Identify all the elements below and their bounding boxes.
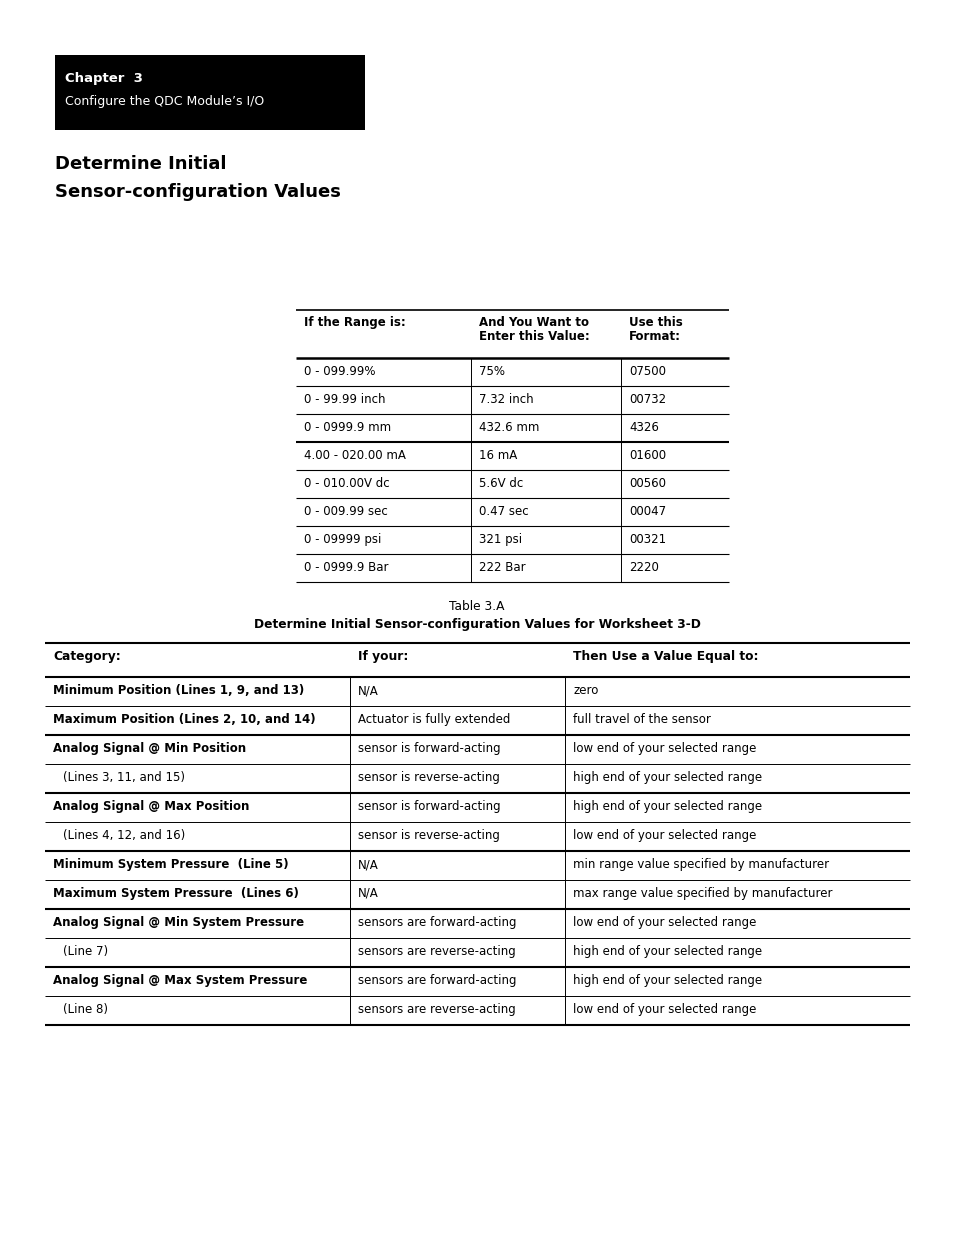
Text: (Lines 4, 12, and 16): (Lines 4, 12, and 16) bbox=[63, 829, 185, 842]
Text: Maximum Position (Lines 2, 10, and 14): Maximum Position (Lines 2, 10, and 14) bbox=[53, 713, 315, 726]
Text: Analog Signal @ Max Position: Analog Signal @ Max Position bbox=[53, 800, 249, 813]
Text: Determine Initial Sensor-configuration Values for Worksheet 3-D: Determine Initial Sensor-configuration V… bbox=[253, 618, 700, 631]
Text: sensors are forward-acting: sensors are forward-acting bbox=[357, 974, 516, 987]
Text: sensor is reverse-acting: sensor is reverse-acting bbox=[357, 829, 499, 842]
Text: Analog Signal @ Min Position: Analog Signal @ Min Position bbox=[53, 742, 246, 755]
Text: 00321: 00321 bbox=[628, 534, 665, 546]
Text: 2220: 2220 bbox=[628, 561, 659, 574]
Text: 00560: 00560 bbox=[628, 477, 665, 490]
Text: sensor is reverse-acting: sensor is reverse-acting bbox=[357, 771, 499, 784]
Text: Analog Signal @ Min System Pressure: Analog Signal @ Min System Pressure bbox=[53, 916, 304, 929]
Text: 07500: 07500 bbox=[628, 366, 665, 378]
Text: 0 - 09999 psi: 0 - 09999 psi bbox=[304, 534, 381, 546]
Text: (Line 8): (Line 8) bbox=[63, 1003, 108, 1016]
Text: N/A: N/A bbox=[357, 887, 378, 900]
Text: min range value specified by manufacturer: min range value specified by manufacture… bbox=[573, 858, 828, 871]
Text: 16 mA: 16 mA bbox=[478, 450, 517, 462]
Text: 4.00 - 020.00 mA: 4.00 - 020.00 mA bbox=[304, 450, 405, 462]
Text: Enter this Value:: Enter this Value: bbox=[478, 330, 589, 343]
Text: Format:: Format: bbox=[628, 330, 680, 343]
Text: And You Want to: And You Want to bbox=[478, 316, 588, 329]
Text: If the Range is:: If the Range is: bbox=[304, 316, 405, 329]
Text: Chapter  3: Chapter 3 bbox=[65, 72, 143, 85]
Text: 00047: 00047 bbox=[628, 505, 665, 517]
Text: 0 - 099.99%: 0 - 099.99% bbox=[304, 366, 375, 378]
Text: Minimum Position (Lines 1, 9, and 13): Minimum Position (Lines 1, 9, and 13) bbox=[53, 684, 304, 697]
Text: Configure the QDC Module’s I/O: Configure the QDC Module’s I/O bbox=[65, 95, 264, 107]
Text: Maximum System Pressure  (Lines 6): Maximum System Pressure (Lines 6) bbox=[53, 887, 298, 900]
Text: N/A: N/A bbox=[357, 684, 378, 697]
Text: Sensor-configuration Values: Sensor-configuration Values bbox=[55, 183, 340, 201]
Text: 222 Bar: 222 Bar bbox=[478, 561, 525, 574]
Text: 4326: 4326 bbox=[628, 421, 659, 433]
Text: If your:: If your: bbox=[357, 650, 408, 663]
Text: 0 - 0999.9 Bar: 0 - 0999.9 Bar bbox=[304, 561, 388, 574]
Text: 75%: 75% bbox=[478, 366, 504, 378]
Text: N/A: N/A bbox=[357, 858, 378, 871]
Text: Use this: Use this bbox=[628, 316, 682, 329]
Text: 00732: 00732 bbox=[628, 393, 665, 406]
Text: max range value specified by manufacturer: max range value specified by manufacture… bbox=[573, 887, 832, 900]
Text: sensors are reverse-acting: sensors are reverse-acting bbox=[357, 945, 516, 958]
Text: Determine Initial: Determine Initial bbox=[55, 156, 226, 173]
Text: sensors are forward-acting: sensors are forward-acting bbox=[357, 916, 516, 929]
Text: 0 - 010.00V dc: 0 - 010.00V dc bbox=[304, 477, 389, 490]
Text: sensor is forward-acting: sensor is forward-acting bbox=[357, 800, 500, 813]
Text: 5.6V dc: 5.6V dc bbox=[478, 477, 522, 490]
Text: Minimum System Pressure  (Line 5): Minimum System Pressure (Line 5) bbox=[53, 858, 289, 871]
Text: full travel of the sensor: full travel of the sensor bbox=[573, 713, 710, 726]
FancyBboxPatch shape bbox=[55, 56, 365, 130]
Text: 432.6 mm: 432.6 mm bbox=[478, 421, 538, 433]
Text: high end of your selected range: high end of your selected range bbox=[573, 945, 761, 958]
Text: low end of your selected range: low end of your selected range bbox=[573, 916, 756, 929]
Text: (Lines 3, 11, and 15): (Lines 3, 11, and 15) bbox=[63, 771, 185, 784]
Text: sensors are reverse-acting: sensors are reverse-acting bbox=[357, 1003, 516, 1016]
Text: 321 psi: 321 psi bbox=[478, 534, 521, 546]
Text: low end of your selected range: low end of your selected range bbox=[573, 742, 756, 755]
Text: Table 3.A: Table 3.A bbox=[449, 600, 504, 613]
Text: low end of your selected range: low end of your selected range bbox=[573, 829, 756, 842]
Text: 7.32 inch: 7.32 inch bbox=[478, 393, 533, 406]
Text: zero: zero bbox=[573, 684, 598, 697]
Text: high end of your selected range: high end of your selected range bbox=[573, 800, 761, 813]
Text: 0 - 009.99 sec: 0 - 009.99 sec bbox=[304, 505, 387, 517]
Text: Actuator is fully extended: Actuator is fully extended bbox=[357, 713, 510, 726]
Text: 0.47 sec: 0.47 sec bbox=[478, 505, 528, 517]
Text: (Line 7): (Line 7) bbox=[63, 945, 108, 958]
Text: 0 - 99.99 inch: 0 - 99.99 inch bbox=[304, 393, 385, 406]
Text: 0 - 0999.9 mm: 0 - 0999.9 mm bbox=[304, 421, 391, 433]
Text: sensor is forward-acting: sensor is forward-acting bbox=[357, 742, 500, 755]
Text: high end of your selected range: high end of your selected range bbox=[573, 771, 761, 784]
Text: Analog Signal @ Max System Pressure: Analog Signal @ Max System Pressure bbox=[53, 974, 307, 987]
Text: Then Use a Value Equal to:: Then Use a Value Equal to: bbox=[573, 650, 758, 663]
Text: 01600: 01600 bbox=[628, 450, 665, 462]
Text: Category:: Category: bbox=[53, 650, 121, 663]
Text: high end of your selected range: high end of your selected range bbox=[573, 974, 761, 987]
Text: low end of your selected range: low end of your selected range bbox=[573, 1003, 756, 1016]
